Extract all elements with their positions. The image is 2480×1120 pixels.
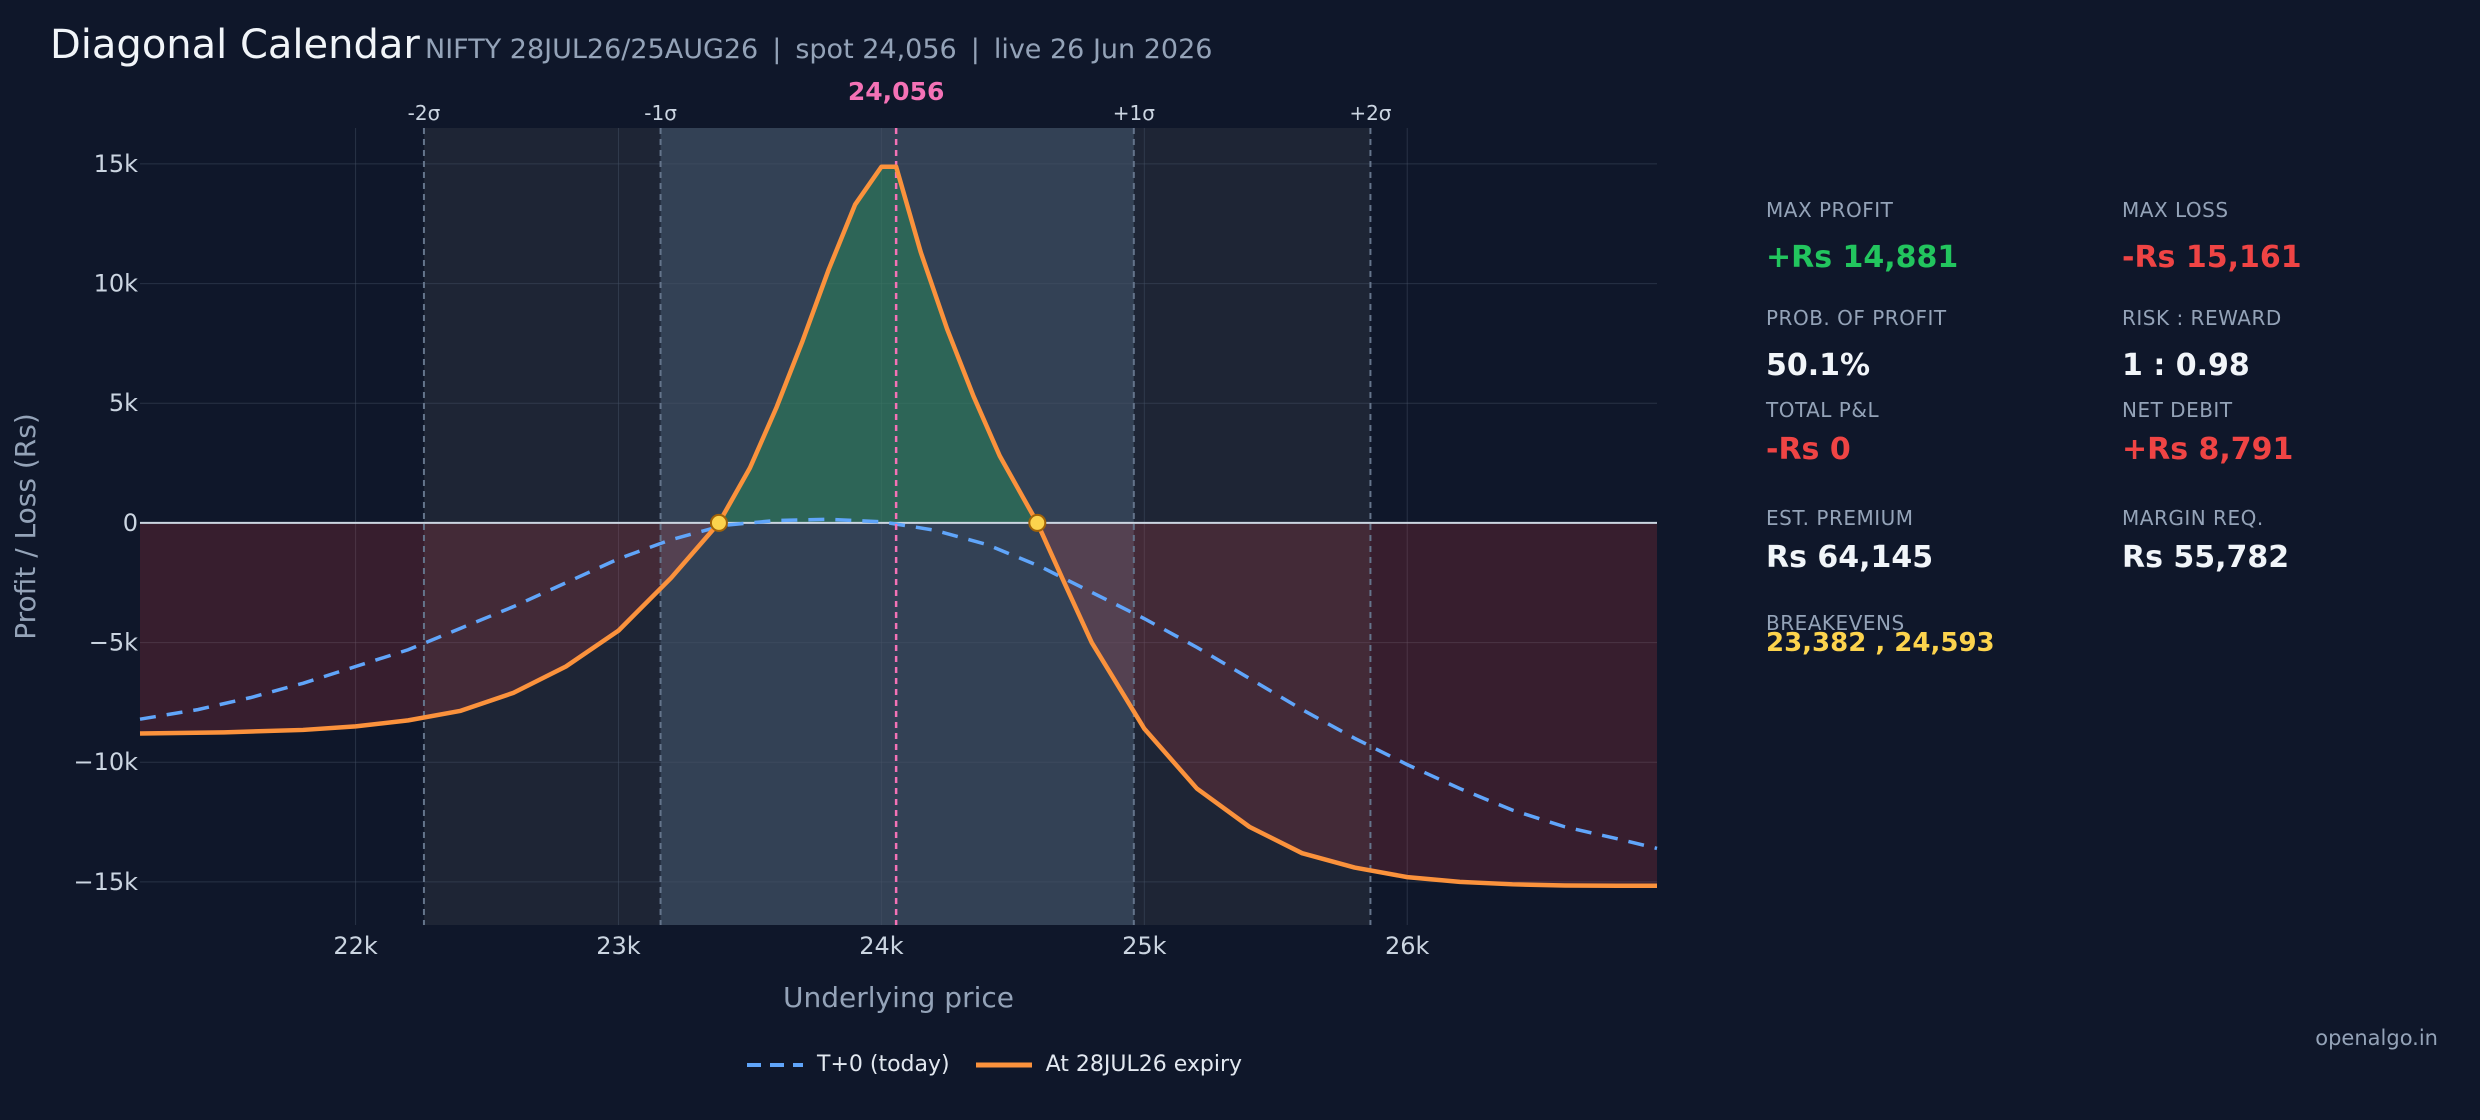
sigma-label: -2σ <box>408 101 441 125</box>
breakevens-value: 23,382 , 24,593 <box>1766 628 1995 658</box>
premium-label: EST. PREMIUM <box>1766 506 1914 530</box>
watermark: openalgo.in <box>2315 1026 2438 1050</box>
y-tick-label: 15k <box>94 150 139 178</box>
pop-value: 50.1% <box>1766 348 1871 383</box>
legend-item-expiry[interactable]: At 28JUL26 expiry <box>974 1052 1242 1077</box>
breakeven-marker <box>709 513 728 532</box>
breakevens-label: BREAKEVENS <box>1766 611 1905 635</box>
legend-label-t0: T+0 (today) <box>817 1052 950 1077</box>
sigma-label: +1σ <box>1113 101 1155 125</box>
y-tick-label: 10k <box>94 270 139 298</box>
x-tick-label: 26k <box>1385 932 1430 960</box>
separator: | <box>772 34 782 65</box>
x-tick-label: 22k <box>333 932 378 960</box>
chart-legend: T+0 (today) At 28JUL26 expiry <box>745 1052 1266 1077</box>
margin-value: Rs 55,782 <box>2122 540 2290 575</box>
y-axis-label: Profit / Loss (Rs) <box>9 413 42 639</box>
y-tick-label: −5k <box>89 629 138 657</box>
total-pnl-label: TOTAL P&L <box>1766 398 1880 422</box>
spot-label: spot 24,056 <box>795 34 957 65</box>
x-axis-label: Underlying price <box>783 981 1014 1014</box>
solid-line-icon <box>975 1062 1032 1067</box>
risk-reward-value: 1 : 0.98 <box>2122 348 2250 383</box>
total-pnl-value: -Rs 0 <box>1766 432 1851 467</box>
profit-region <box>718 166 1038 523</box>
live-date-label: live 26 Jun 2026 <box>993 34 1213 65</box>
risk-reward-label: RISK : REWARD <box>2122 306 2282 330</box>
max-profit-label: MAX PROFIT <box>1766 198 1894 222</box>
breakeven-marker <box>1028 513 1047 532</box>
series-line-expiry <box>139 164 1657 889</box>
net-debit-value: +Rs 8,791 <box>2122 432 2294 467</box>
margin-label: MARGIN REQ. <box>2122 506 2264 530</box>
sigma-label: +2σ <box>1349 101 1391 125</box>
y-tick-label: −10k <box>73 748 138 776</box>
page-subtitle: NIFTY 28JUL26/25AUG26 | spot 24,056 | live 2… <box>425 34 1212 65</box>
net-debit-label: NET DEBIT <box>2122 398 2233 422</box>
max-loss-value: -Rs 15,161 <box>2122 240 2302 275</box>
page-title: Diagonal Calendar <box>50 22 420 68</box>
loss-region <box>1037 522 1657 886</box>
y-tick-label: 5k <box>109 389 138 417</box>
dashed-line-icon <box>747 1062 803 1067</box>
y-tick-label: −15k <box>73 868 138 896</box>
x-tick-label: 25k <box>1122 932 1167 960</box>
x-tick-label: 24k <box>859 932 904 960</box>
max-profit-value: +Rs 14,881 <box>1766 240 1959 275</box>
separator: | <box>970 34 980 65</box>
loss-region <box>140 522 719 734</box>
pop-label: PROB. OF PROFIT <box>1766 306 1947 330</box>
x-tick-label: 23k <box>596 932 641 960</box>
spot-label: 24,056 <box>848 77 944 106</box>
premium-value: Rs 64,145 <box>1766 540 1934 575</box>
y-tick-label: 0 <box>123 509 138 537</box>
legend-item-t0[interactable]: T+0 (today) <box>745 1052 950 1077</box>
instrument-label: NIFTY 28JUL26/25AUG26 <box>425 34 759 65</box>
max-loss-label: MAX LOSS <box>2122 198 2229 222</box>
payoff-chart: -2σ -1σ +1σ +2σ 24,056 22k 23k 24k 25k 26k 15k 10k 5… <box>9 77 1658 1014</box>
legend-label-expiry: At 28JUL26 expiry <box>1045 1052 1243 1077</box>
sigma-label: -1σ <box>644 101 677 125</box>
